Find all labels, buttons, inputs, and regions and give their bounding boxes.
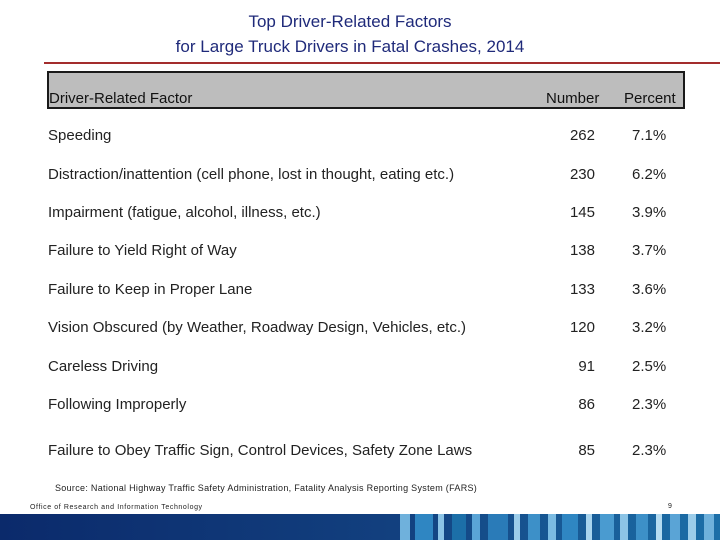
factor-cell: Failure to Keep in Proper Lane: [48, 281, 253, 298]
page-title: Top Driver-Related Factors: [248, 12, 452, 31]
factor-cell: Careless Driving: [48, 358, 159, 375]
table-row: Failure to Obey Traffic Sign, Control De…: [0, 442, 720, 466]
factor-cell: Vision Obscured (by Weather, Roadway Des…: [48, 319, 466, 336]
percent-cell: 3.6%: [632, 281, 667, 298]
table-row: Careless Driving 91 2.5%: [0, 358, 720, 382]
footer-decorative-bar: [0, 514, 720, 540]
percent-cell: 2.5%: [632, 358, 667, 375]
table-row: Distraction/inattention (cell phone, los…: [0, 166, 720, 190]
table-row: Impairment (fatigue, alcohol, illness, e…: [0, 204, 720, 228]
table-row: Vision Obscured (by Weather, Roadway Des…: [0, 319, 720, 343]
percent-cell: 6.2%: [632, 166, 667, 183]
number-cell: 138: [569, 242, 595, 259]
source-note: Source: National Highway Traffic Safety …: [55, 483, 478, 493]
table-row: Failure to Yield Right of Way 138 3.7%: [0, 242, 720, 266]
number-cell: 230: [569, 166, 595, 183]
number-cell: 86: [578, 396, 595, 413]
number-cell: 91: [578, 358, 595, 375]
column-header-number: Number: [546, 90, 600, 107]
factor-cell: Speeding: [48, 127, 112, 144]
number-cell: 145: [569, 204, 595, 221]
column-header-percent: Percent: [624, 90, 676, 107]
factor-cell: Failure to Yield Right of Way: [48, 242, 237, 259]
factor-cell: Impairment (fatigue, alcohol, illness, e…: [48, 204, 321, 221]
percent-cell: 3.9%: [632, 204, 667, 221]
percent-cell: 2.3%: [632, 442, 667, 459]
table-row: Speeding 262 7.1%: [0, 127, 720, 151]
factor-cell: Distraction/inattention (cell phone, los…: [48, 166, 455, 183]
percent-cell: 7.1%: [632, 127, 667, 144]
column-header-factor: Driver-Related Factor: [49, 90, 193, 107]
table-header: Driver-Related Factor Number Percent: [47, 71, 685, 109]
table-row: Following Improperly 86 2.3%: [0, 396, 720, 420]
number-cell: 133: [569, 281, 595, 298]
page-subtitle: for Large Truck Drivers in Fatal Crashes…: [175, 37, 525, 56]
page-number: 9: [668, 503, 672, 510]
number-cell: 262: [569, 127, 595, 144]
footer-office: Office of Research and Information Techn…: [30, 504, 203, 511]
number-cell: 85: [578, 442, 595, 459]
title-divider: [44, 62, 720, 64]
table-row: Failure to Keep in Proper Lane 133 3.6%: [0, 281, 720, 305]
factor-cell: Following Improperly: [48, 396, 187, 413]
number-cell: 120: [569, 319, 595, 336]
factor-cell: Failure to Obey Traffic Sign, Control De…: [48, 442, 473, 459]
percent-cell: 2.3%: [632, 396, 667, 413]
percent-cell: 3.2%: [632, 319, 667, 336]
percent-cell: 3.7%: [632, 242, 667, 259]
